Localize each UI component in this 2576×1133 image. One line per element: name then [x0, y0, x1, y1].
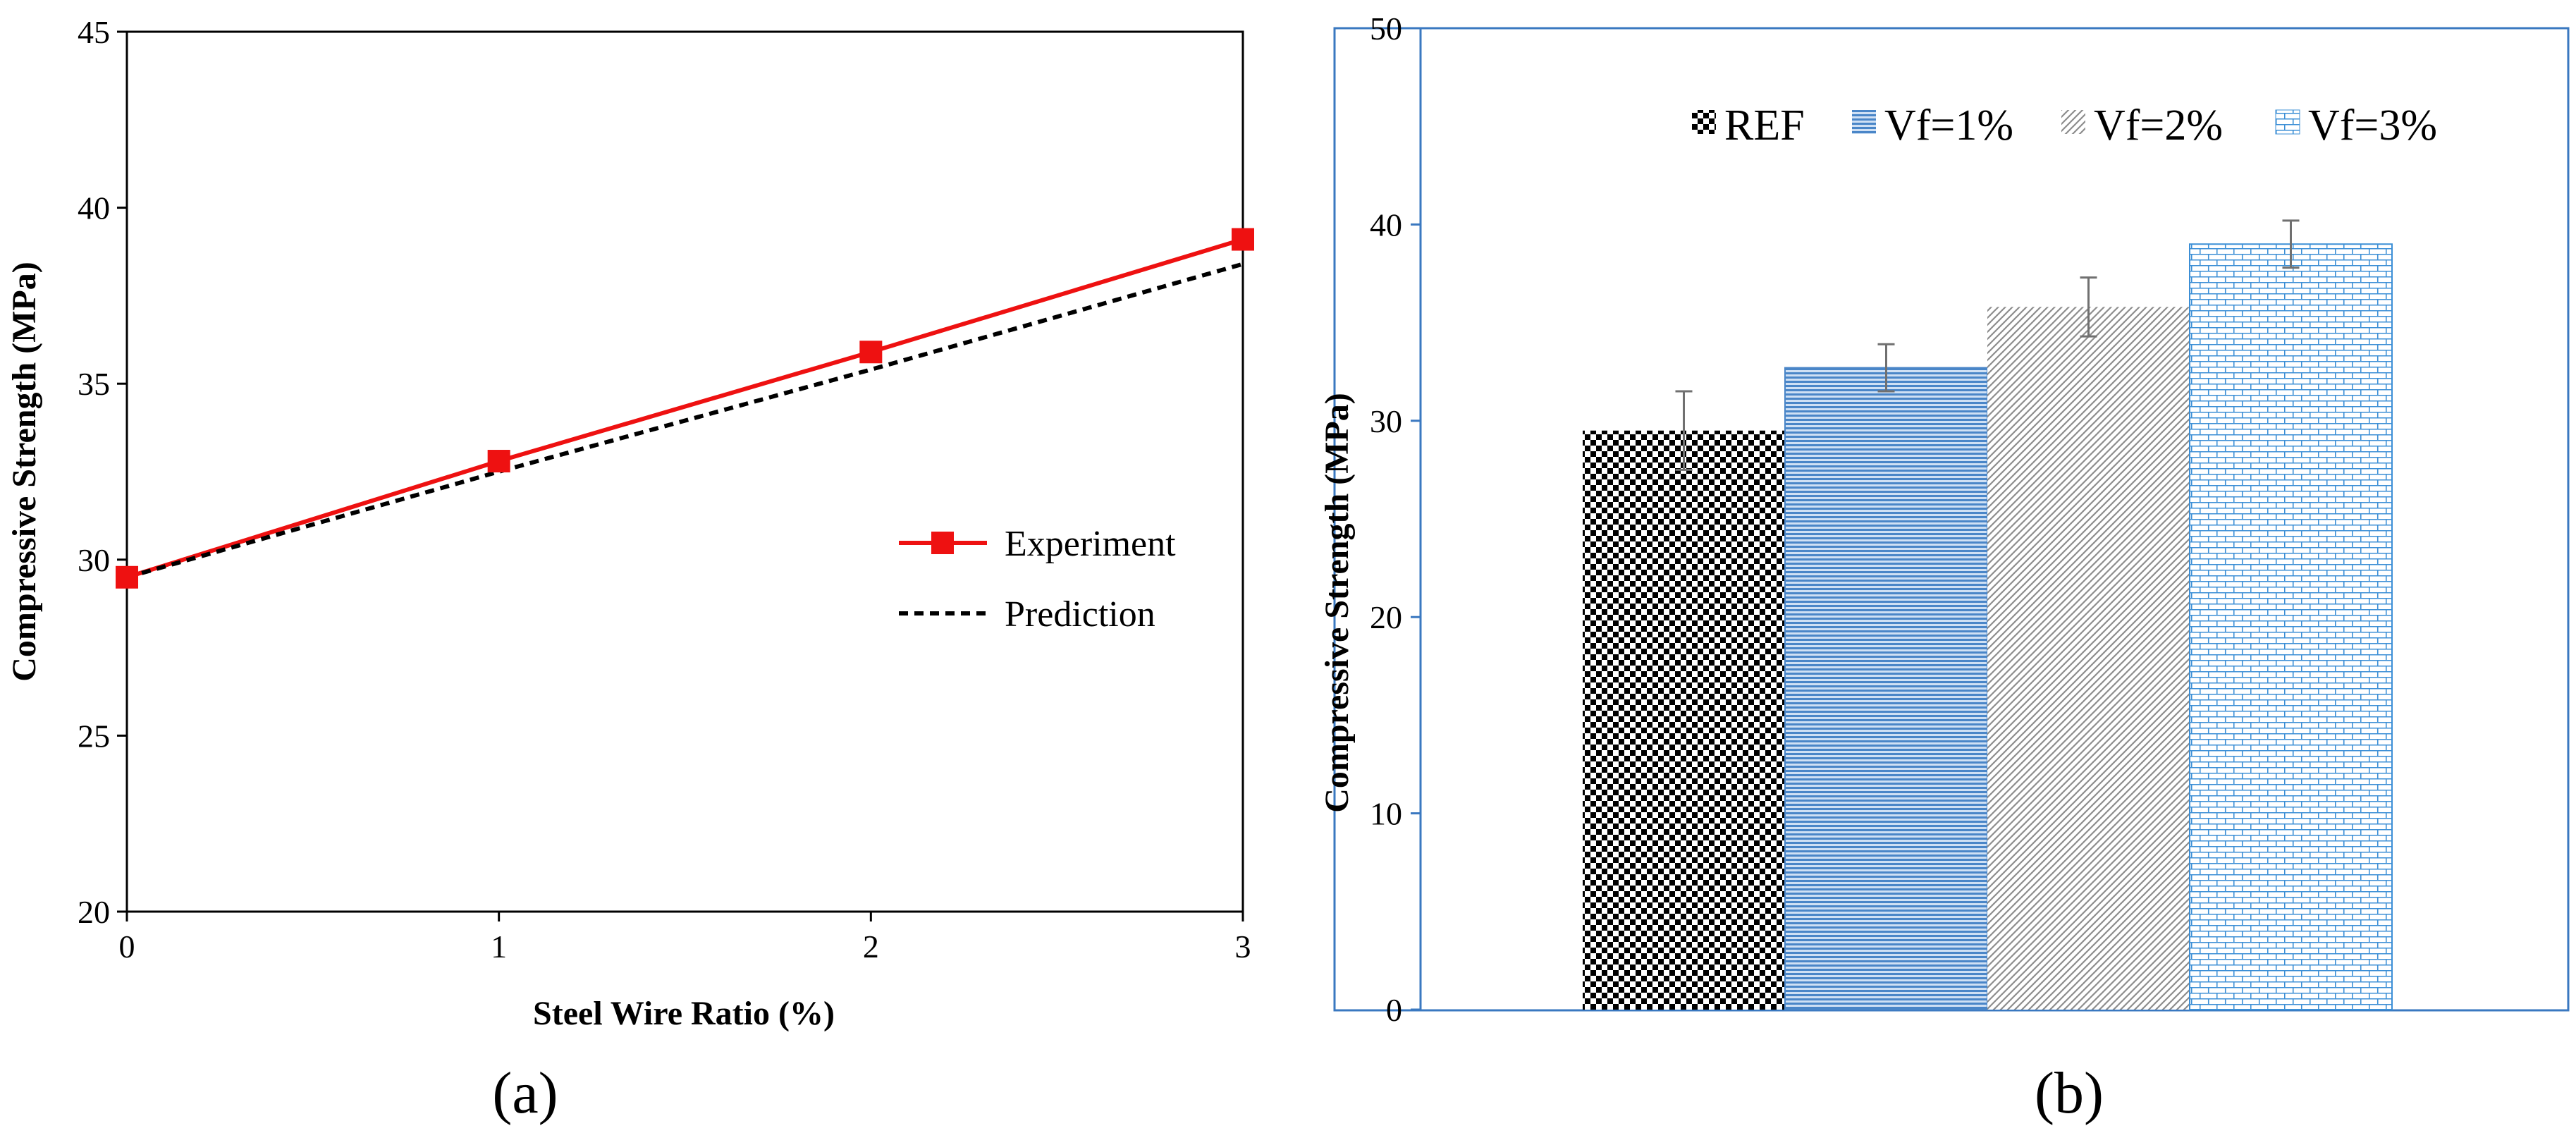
- panel-a-series-markers: [116, 228, 1254, 589]
- b-y-tick-label: 30: [1370, 403, 1402, 439]
- panel-a-line-chart: 20 25 30 35 40 45 0 1 2 3 Steel Wire Ratio (%) Co…: [6, 14, 1254, 1032]
- legend-vf1-label: Vf=1%: [1884, 102, 2013, 149]
- legend-ref-label: REF: [1724, 102, 1805, 149]
- panel-b-bar-chart: 0 10 20 30 40 50 Compressive Strength (MPa) R…: [1318, 11, 2570, 1028]
- a-data-point-experiment: [1232, 228, 1254, 251]
- panel-b-axis: 0 10 20 30 40 50: [1370, 11, 1422, 1028]
- panel-b-legend: REF Vf=1% Vf=2% Vf=3%: [1692, 102, 2437, 149]
- a-data-point-experiment: [116, 565, 138, 589]
- legend-vf1-swatch: [1852, 110, 1876, 134]
- a-data-point-experiment: [859, 341, 883, 364]
- a-y-tick-label: 25: [78, 718, 110, 754]
- a-y-tick-label: 20: [78, 894, 110, 930]
- b-y-tick-label: 50: [1370, 11, 1402, 47]
- b-bar-vf2: [1987, 307, 2190, 1010]
- b-bar-vf1: [1784, 367, 1988, 1010]
- a-x-tick-label: 3: [1235, 929, 1251, 964]
- legend-prediction-label: Prediction: [1005, 594, 1155, 635]
- a-y-tick-label: 30: [78, 542, 110, 578]
- a-y-tick-label: 35: [78, 366, 110, 402]
- legend-vf2-label: Vf=2%: [2094, 102, 2223, 149]
- b-y-tick-label: 10: [1370, 796, 1402, 832]
- legend-vf2-swatch: [2061, 110, 2085, 134]
- b-y-tick-label: 0: [1386, 992, 1402, 1028]
- panel-b-bars: [1583, 243, 2393, 1010]
- b-y-tick-label: 40: [1370, 207, 1402, 243]
- panel-a-plot-frame: [125, 30, 1244, 913]
- a-x-tick-label: 1: [491, 929, 507, 964]
- legend-experiment-marker-swatch: [931, 532, 954, 554]
- caption-a: (a): [492, 1060, 558, 1126]
- b-bar-vf3: [2189, 243, 2393, 1010]
- legend-vf3-label: Vf=3%: [2308, 102, 2437, 149]
- a-x-tick-label: 0: [119, 929, 135, 964]
- a-y-tick-label: 45: [78, 14, 110, 50]
- panel-b-y-axis-label: Compressive Strength (MPa): [1318, 393, 1356, 812]
- panel-a-legend: Experiment Prediction: [899, 524, 1176, 635]
- b-bar-ref: [1583, 430, 1785, 1010]
- a-y-tick-label: 40: [78, 190, 110, 226]
- panel-a-series-lines: [126, 237, 1244, 580]
- a-data-point-experiment: [487, 450, 510, 473]
- legend-experiment-label: Experiment: [1005, 524, 1176, 564]
- a-x-tick-label: 2: [863, 929, 879, 964]
- panel-a-axis-ticks: 20 25 30 35 40 45 0 1 2 3: [78, 14, 1251, 964]
- b-y-tick-label: 20: [1370, 599, 1402, 635]
- a-series-line-prediction: [126, 262, 1244, 580]
- caption-b: (b): [2035, 1060, 2104, 1126]
- panel-a-y-axis-label: Compressive Strength (MPa): [6, 262, 43, 681]
- legend-vf3-swatch: [2275, 109, 2300, 135]
- panel-b-error-bars: [1675, 219, 2300, 471]
- a-series-line-experiment: [126, 237, 1244, 580]
- legend-ref-swatch: [1692, 110, 1716, 134]
- panel-a-x-axis-label: Steel Wire Ratio (%): [533, 995, 835, 1032]
